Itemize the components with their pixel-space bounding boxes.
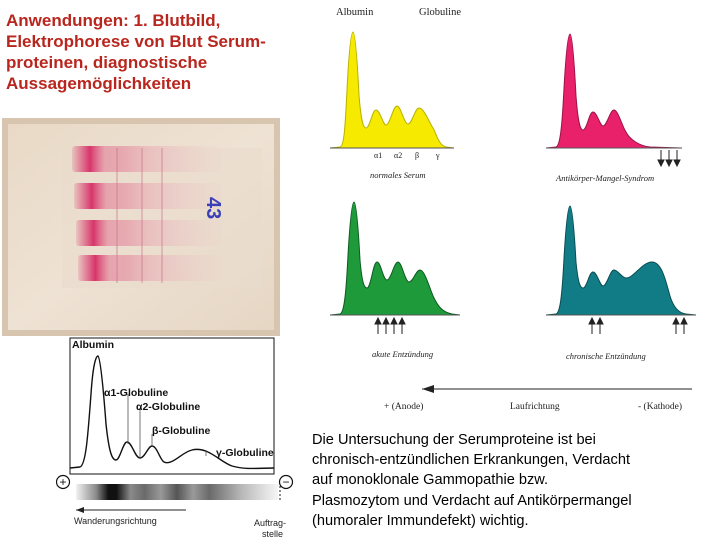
page-title: Anwendungen: 1. Blutbild, Elektrophorese… [6,10,326,94]
label-alpha2-globuline: α2-Globuline [136,401,200,413]
title-line-1: Anwendungen: 1. Blutbild, [6,11,221,30]
caption-akute-entzuendung: akute Entzündung [372,349,433,359]
caption-antikoerper-mangel: Antikörper-Mangel-Syndrom [555,173,654,183]
globuline-header: Globuline [419,7,461,18]
description-line-2: chronisch-entzündlichen Erkrankungen, Ve… [312,452,631,469]
description-text: Die Untersuchung der Serumproteine ist b… [312,430,716,531]
greek-gamma: γ [435,151,440,160]
title-line-2: Elektrophorese von Blut Serum- [6,32,266,51]
caption-normales-serum: normales Serum [370,170,425,180]
svg-text:43: 43 [202,197,224,219]
chronische-entzuendung-curve [545,205,697,316]
minus-pole-label: − [282,475,289,489]
label-auftragstelle-1: Auftrag- [254,518,286,528]
panel-antikoerper-mangel: Antikörper-Mangel-Syndrom [545,33,683,183]
normal-serum-curve [330,31,455,149]
plus-pole-label: + [59,475,66,489]
panel-akute-entzuendung: akute Entzündung [330,201,461,359]
densitometry-diagram: Albumin α1-Globuline α2-Globuline β-Glob… [56,337,294,539]
caption-chronische-entzuendung: chronische Entzündung [566,351,646,361]
description-line-4: Plasmozytom und Verdacht auf Antikörperm… [312,492,632,509]
description-line-5: (humoraler Immundefekt) wichtig. [312,512,529,529]
antikoerper-mangel-curve [545,33,683,149]
direction-label: Laufrichtung [510,401,560,412]
cathode-label: - (Kathode) [638,401,682,412]
greek-alpha2: α2 [394,151,402,160]
serum-profile-diagram: Albumin Globuline α1 α2 β γ normales Ser… [330,7,697,412]
plus-pole-icon [56,474,71,490]
greek-beta: β [415,151,419,160]
anode-label: + (Anode) [384,401,423,412]
label-alpha1-globuline: α1-Globuline [104,387,168,399]
label-gamma-globuline: γ-Globuline [216,447,274,459]
label-wanderungsrichtung: Wanderungsrichtung [74,516,157,526]
greek-alpha1: α1 [374,151,382,160]
title-line-3: proteinen, diagnostische [6,53,208,72]
albumin-header: Albumin [336,7,374,18]
migration-direction-arrow: + (Anode) Laufrichtung - (Kathode) [384,385,692,412]
gel-strip [76,484,278,500]
panel-chronische-entzuendung: chronische Entzündung [545,205,697,361]
minus-pole-icon [278,474,294,490]
description-line-3: auf monoklonale Gammopathie bzw. [312,472,549,489]
akute-entzuendung-curve [330,201,461,316]
label-beta-globuline: β-Globuline [152,425,210,437]
title-line-4: Aussagemöglichkeiten [6,74,192,93]
panel-normales-serum: α1 α2 β γ normales Serum [330,31,455,180]
densitometry-curve [69,355,275,470]
label-albumin: Albumin [72,339,114,351]
electrophoresis-gel-photo: 43 [2,118,280,336]
description-line-1: Die Untersuchung der Serumproteine ist b… [312,432,596,448]
label-auftragstelle-2: stelle [262,529,283,539]
